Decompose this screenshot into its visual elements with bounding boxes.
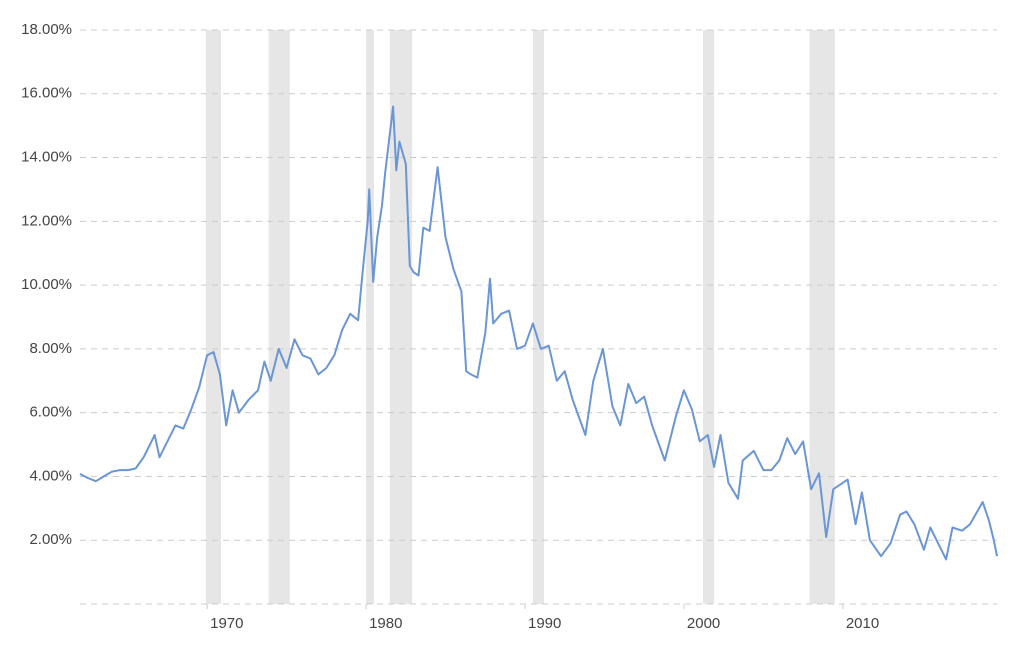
y-tick-label: 10.00%: [21, 276, 72, 293]
x-tick-label: 1990: [528, 615, 561, 632]
y-tick-label: 14.00%: [21, 149, 72, 166]
y-tick-label: 6.00%: [29, 404, 72, 421]
y-tick-label: 16.00%: [21, 85, 72, 102]
y-tick-label: 4.00%: [29, 467, 72, 484]
x-tick-label: 2010: [846, 615, 879, 632]
x-tick-label: 2000: [687, 615, 720, 632]
recession-band: [366, 30, 375, 604]
recession-band: [702, 30, 715, 604]
y-tick-label: 18.00%: [21, 21, 72, 38]
recession-band: [809, 30, 835, 604]
x-tick-label: 1970: [210, 615, 243, 632]
recession-band: [268, 30, 290, 604]
recession-band: [532, 30, 545, 604]
y-tick-label: 2.00%: [29, 531, 72, 548]
x-tick-label: 1980: [369, 615, 402, 632]
y-tick-label: 8.00%: [29, 340, 72, 357]
yield-line: [79, 105, 998, 561]
recession-band: [205, 30, 221, 604]
y-tick-label: 12.00%: [21, 212, 72, 229]
